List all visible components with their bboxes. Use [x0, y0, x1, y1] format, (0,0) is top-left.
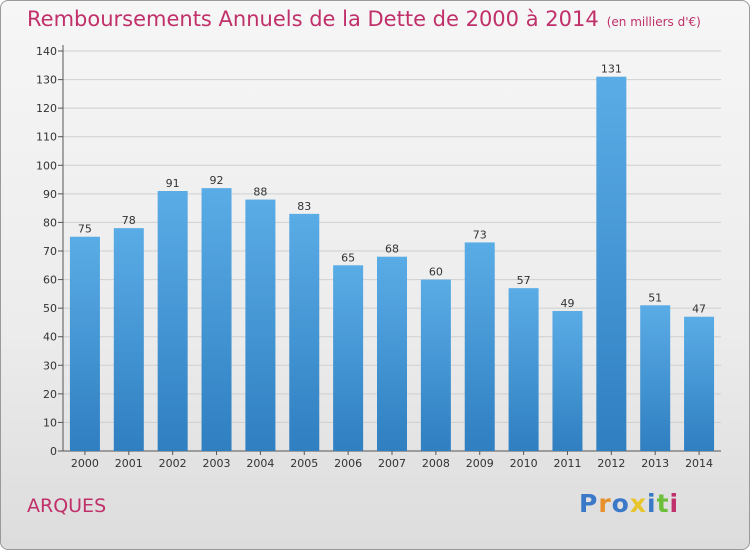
value-label-2004: 88 [253, 186, 267, 199]
x-tick-label-2001: 2001 [115, 457, 143, 470]
y-tick-label-120: 120 [36, 102, 57, 115]
bar-2004 [245, 199, 276, 451]
y-tick-label-50: 50 [43, 302, 57, 315]
x-tick-label-2004: 2004 [246, 457, 274, 470]
value-label-2007: 68 [385, 243, 399, 256]
value-label-2014: 47 [692, 303, 706, 316]
bar-2000 [69, 236, 100, 451]
axes: 0 10 20 30 40 50 60 70 80 90 100 110 120 130 140 2000 20… [36, 45, 721, 470]
y-tick-label-100: 100 [36, 159, 57, 172]
value-labels: 75 78 91 92 88 83 65 68 60 73 57 49 131 51 47 [78, 63, 706, 316]
logo-letter: r [598, 489, 612, 518]
x-tick-label-2012: 2012 [597, 457, 625, 470]
x-tick-label-2010: 2010 [510, 457, 538, 470]
proxiti-logo: Proxiti [579, 489, 679, 518]
bar-2001 [113, 228, 144, 451]
bar-2011 [552, 311, 583, 451]
logo-letter: o [611, 489, 630, 518]
bar-2008 [420, 279, 451, 451]
y-tick-label-140: 140 [36, 45, 57, 58]
y-tick-label-90: 90 [43, 188, 57, 201]
bar-2010 [508, 288, 539, 451]
x-tick-label-2011: 2011 [553, 457, 581, 470]
y-tick-label-70: 70 [43, 245, 57, 258]
bar-2003 [201, 188, 232, 451]
x-tick-label-2000: 2000 [71, 457, 99, 470]
bar-2005 [289, 213, 320, 451]
y-tick-label-130: 130 [36, 74, 57, 87]
y-tick-label-10: 10 [43, 416, 57, 429]
logo-letter: i [669, 489, 680, 518]
x-tick-label-2006: 2006 [334, 457, 362, 470]
x-tick-label-2009: 2009 [466, 457, 494, 470]
chart-title-text: Remboursements Annuels de la Dette de 20… [27, 7, 599, 31]
logo-letter: P [579, 489, 599, 518]
bars [69, 76, 715, 451]
value-label-2002: 91 [166, 177, 180, 190]
chart-unit: (en milliers d'€) [606, 15, 701, 29]
bar-2014 [684, 316, 715, 451]
bar-2006 [333, 265, 364, 451]
x-tick-label-2003: 2003 [203, 457, 231, 470]
bar-2009 [464, 242, 495, 451]
value-label-2008: 60 [429, 266, 443, 279]
commune-name: ARQUES [27, 495, 107, 517]
value-label-2012: 131 [601, 63, 622, 76]
x-tick-label-2005: 2005 [290, 457, 318, 470]
y-tick-label-40: 40 [43, 331, 57, 344]
logo-letter: t [656, 489, 670, 518]
value-label-2005: 83 [297, 200, 311, 213]
value-label-2001: 78 [122, 214, 136, 227]
x-tick-label-2008: 2008 [422, 457, 450, 470]
x-tick-label-2013: 2013 [641, 457, 669, 470]
bar-2013 [640, 305, 671, 451]
y-tick-label-110: 110 [36, 131, 57, 144]
value-label-2011: 49 [560, 297, 574, 310]
y-tick-label-0: 0 [50, 445, 57, 458]
value-label-2006: 65 [341, 251, 355, 264]
value-label-2013: 51 [648, 291, 662, 304]
logo-letter: i [647, 489, 657, 518]
x-tick-label-2007: 2007 [378, 457, 406, 470]
y-tick-label-80: 80 [43, 216, 57, 229]
value-label-2000: 75 [78, 223, 92, 236]
value-label-2003: 92 [210, 174, 224, 187]
y-tick-label-60: 60 [43, 274, 57, 287]
x-tick-label-2002: 2002 [159, 457, 187, 470]
bar-2012 [596, 76, 627, 451]
y-tick-label-30: 30 [43, 359, 57, 372]
bar-2007 [377, 256, 407, 451]
chart-title: Remboursements Annuels de la Dette de 20… [27, 7, 701, 31]
bar-2002 [157, 191, 188, 451]
y-tick-label-20: 20 [43, 388, 57, 401]
value-label-2010: 57 [517, 274, 531, 287]
logo-letter: x [629, 489, 647, 518]
value-label-2009: 73 [473, 228, 487, 241]
x-tick-label-2014: 2014 [685, 457, 713, 470]
